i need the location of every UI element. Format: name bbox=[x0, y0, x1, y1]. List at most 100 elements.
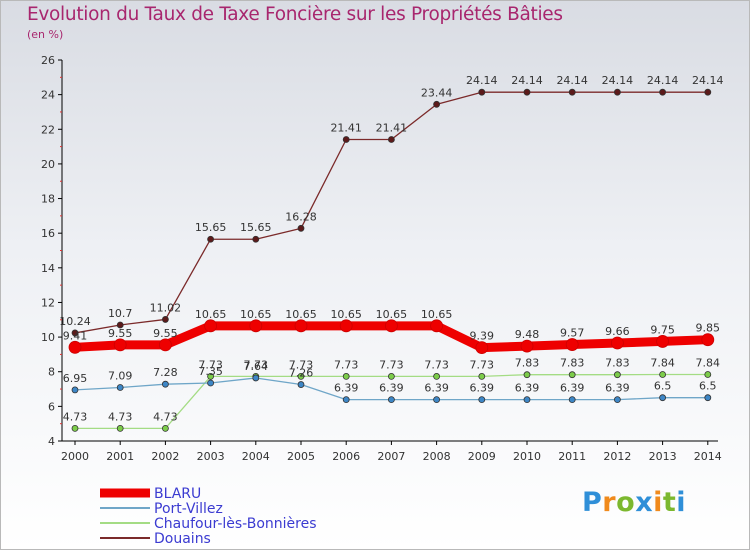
x-tick-label: 2002 bbox=[151, 450, 179, 463]
data-label-douains: 24.14 bbox=[511, 74, 543, 87]
y-tick-label: 24 bbox=[41, 89, 55, 102]
data-label-chaufour-l-s-bonni-res: 7.83 bbox=[515, 357, 540, 370]
data-point-douains bbox=[704, 88, 712, 96]
x-tick-label: 2010 bbox=[513, 450, 541, 463]
data-point-chaufour-l-s-bonni-res bbox=[568, 371, 576, 379]
data-label-blaru: 9.75 bbox=[650, 323, 675, 336]
data-point-douains bbox=[342, 136, 350, 143]
data-point-port-villez bbox=[659, 394, 666, 402]
data-point-port-villez bbox=[252, 374, 260, 382]
data-label-blaru: 10.65 bbox=[421, 308, 453, 321]
data-point-douains bbox=[297, 224, 305, 232]
data-point-douains bbox=[659, 88, 666, 96]
data-point-chaufour-l-s-bonni-res bbox=[478, 373, 486, 380]
legend: BLARUPort-VillezChaufour-lès-BonnièresDo… bbox=[100, 486, 317, 547]
data-point-port-villez bbox=[433, 396, 441, 404]
data-label-chaufour-l-s-bonni-res: 4.73 bbox=[108, 410, 133, 423]
data-point-port-villez bbox=[704, 394, 712, 402]
data-label-port-villez: 6.5 bbox=[699, 380, 717, 393]
data-label-port-villez: 6.39 bbox=[605, 382, 630, 395]
data-label-douains: 24.14 bbox=[556, 74, 588, 87]
data-point-douains bbox=[568, 88, 576, 96]
data-label-douains: 11.02 bbox=[150, 301, 182, 314]
data-point-blaru bbox=[656, 335, 669, 348]
data-point-douains bbox=[207, 235, 215, 243]
data-label-chaufour-l-s-bonni-res: 7.73 bbox=[379, 358, 404, 371]
data-point-port-villez bbox=[161, 380, 169, 388]
data-label-chaufour-l-s-bonni-res: 7.73 bbox=[244, 358, 269, 371]
data-label-port-villez: 6.39 bbox=[424, 382, 449, 395]
data-label-chaufour-l-s-bonni-res: 7.83 bbox=[605, 357, 630, 370]
logo-letter: i bbox=[676, 487, 687, 518]
proxiti-logo: Proxiti bbox=[582, 487, 686, 518]
legend-label: BLARU bbox=[154, 486, 201, 502]
x-tick-label: 2006 bbox=[332, 450, 360, 463]
y-tick-label: 18 bbox=[41, 193, 55, 206]
x-tick-label: 2000 bbox=[61, 450, 89, 463]
data-label-douains: 10.7 bbox=[108, 307, 133, 320]
data-point-port-villez bbox=[568, 396, 576, 404]
data-label-douains: 21.41 bbox=[330, 121, 362, 134]
data-label-blaru: 9.66 bbox=[605, 325, 630, 338]
x-tick-label: 2013 bbox=[649, 450, 677, 463]
data-label-blaru: 9.55 bbox=[153, 327, 178, 340]
data-point-chaufour-l-s-bonni-res bbox=[433, 373, 441, 380]
data-point-chaufour-l-s-bonni-res bbox=[704, 371, 712, 378]
data-label-chaufour-l-s-bonni-res: 7.73 bbox=[334, 358, 359, 371]
data-point-douains bbox=[161, 316, 169, 323]
data-label-port-villez: 6.39 bbox=[515, 382, 540, 395]
data-point-blaru bbox=[113, 338, 127, 352]
logo-letter: r bbox=[602, 487, 617, 518]
data-point-blaru bbox=[294, 319, 308, 333]
series-blaru: 9.41 9.55 9.55 10.65 10.65 10.65 10.65 10.65 10.… bbox=[63, 308, 720, 355]
data-point-port-villez bbox=[71, 386, 79, 394]
data-label-port-villez: 7.09 bbox=[108, 369, 133, 382]
data-point-blaru bbox=[611, 336, 624, 350]
data-point-port-villez bbox=[297, 381, 305, 388]
data-label-douains: 23.44 bbox=[421, 86, 453, 99]
data-label-port-villez: 6.5 bbox=[654, 380, 672, 393]
data-point-port-villez bbox=[478, 396, 486, 404]
data-label-chaufour-l-s-bonni-res: 4.73 bbox=[153, 410, 178, 423]
data-label-port-villez: 7.26 bbox=[289, 367, 314, 380]
data-label-douains: 15.65 bbox=[240, 221, 272, 234]
x-tick-label: 2012 bbox=[603, 450, 631, 463]
data-label-douains: 24.14 bbox=[602, 74, 634, 87]
data-point-chaufour-l-s-bonni-res bbox=[207, 373, 215, 380]
data-label-port-villez: 7.28 bbox=[153, 366, 178, 379]
data-label-port-villez: 7.64 bbox=[244, 360, 269, 373]
data-point-chaufour-l-s-bonni-res bbox=[523, 371, 531, 379]
data-label-douains: 10.24 bbox=[59, 315, 91, 328]
legend-label: Port-Villez bbox=[154, 501, 223, 517]
y-tick-label: 12 bbox=[41, 296, 55, 309]
data-label-blaru: 10.65 bbox=[376, 308, 408, 321]
data-point-port-villez bbox=[614, 396, 621, 404]
logo-letter: o bbox=[616, 487, 636, 518]
data-point-chaufour-l-s-bonni-res bbox=[297, 373, 305, 380]
logo-letter: P bbox=[582, 487, 603, 518]
x-tick-label: 2011 bbox=[558, 450, 586, 463]
data-point-chaufour-l-s-bonni-res bbox=[116, 424, 124, 432]
legend-label: Douains bbox=[154, 531, 211, 547]
chart-title: Evolution du Taux de Taxe Foncière sur l… bbox=[27, 4, 563, 25]
data-point-douains bbox=[116, 321, 124, 329]
data-point-port-villez bbox=[207, 379, 215, 387]
data-label-port-villez: 7.35 bbox=[198, 365, 223, 378]
data-point-blaru bbox=[430, 319, 444, 333]
x-tick-label: 2001 bbox=[106, 450, 134, 463]
data-label-chaufour-l-s-bonni-res: 7.83 bbox=[560, 357, 585, 370]
data-point-douains bbox=[387, 136, 395, 143]
x-tick-label: 2004 bbox=[242, 450, 270, 463]
data-point-chaufour-l-s-bonni-res bbox=[161, 424, 169, 432]
data-point-chaufour-l-s-bonni-res bbox=[659, 371, 666, 378]
data-point-blaru bbox=[384, 319, 398, 333]
y-tick-label: 20 bbox=[41, 158, 55, 171]
data-point-blaru bbox=[249, 319, 263, 333]
data-label-port-villez: 6.39 bbox=[379, 382, 404, 395]
data-label-blaru: 9.57 bbox=[560, 327, 585, 340]
data-point-douains bbox=[71, 329, 79, 337]
data-point-blaru bbox=[158, 338, 172, 352]
data-point-douains bbox=[433, 100, 441, 108]
series-chaufour-l-s-bonni-res: 4.73 4.73 4.73 7.73 7.73 7.73 7.73 7.73 7.73 7.73… bbox=[63, 356, 720, 432]
